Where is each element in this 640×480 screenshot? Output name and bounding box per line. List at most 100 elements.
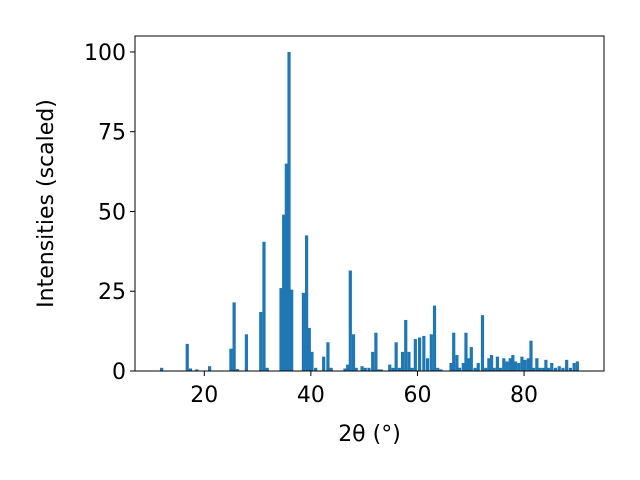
bar: [391, 367, 395, 371]
bar: [457, 367, 462, 371]
y-tick-label: 25: [98, 280, 126, 305]
bar: [502, 358, 506, 371]
bar: [244, 334, 248, 371]
bar: [449, 363, 453, 371]
bar: [526, 358, 530, 371]
bar: [568, 367, 573, 371]
bar: [188, 368, 193, 371]
bar: [429, 334, 433, 371]
bar: [520, 356, 524, 371]
bar: [301, 292, 306, 371]
x-tick-label: 20: [190, 383, 218, 408]
x-tick-label: 40: [297, 383, 325, 408]
bar: [160, 367, 164, 371]
bar: [499, 367, 503, 371]
bar: [379, 369, 383, 371]
bar: [467, 358, 471, 371]
bar: [367, 367, 371, 371]
bar: [407, 351, 411, 371]
bar: [532, 367, 536, 371]
bar: [208, 366, 212, 371]
bar: [505, 361, 509, 371]
bar: [544, 359, 548, 371]
bar-series: [160, 51, 579, 371]
x-axis-ticks: 20 40 60 80: [190, 371, 538, 408]
bar: [418, 337, 422, 371]
bar: [377, 369, 381, 371]
bar: [529, 340, 533, 371]
bar: [235, 369, 239, 371]
bar: [473, 367, 477, 371]
bar: [557, 366, 561, 371]
bar: [565, 359, 569, 371]
bar: [572, 363, 576, 371]
bar: [439, 369, 443, 371]
bar: [229, 348, 233, 371]
y-tick-label: 75: [98, 121, 126, 146]
bar: [541, 367, 545, 371]
bar: [259, 311, 263, 371]
bar: [354, 367, 358, 371]
bar: [363, 367, 367, 371]
bar: [262, 241, 266, 371]
bar: [476, 363, 480, 371]
bar: [535, 358, 539, 371]
bar: [404, 319, 408, 371]
bar: [307, 327, 311, 371]
bar: [487, 358, 491, 371]
bar: [310, 351, 314, 371]
bar: [232, 302, 236, 371]
plot-frame: [134, 35, 605, 372]
bar: [452, 332, 456, 371]
bar: [326, 342, 330, 371]
bar: [287, 51, 291, 371]
bar: [546, 367, 551, 371]
bar: [360, 366, 364, 371]
bar: [425, 358, 430, 371]
bar: [388, 364, 392, 371]
bar: [374, 332, 378, 371]
y-tick-label: 0: [112, 360, 126, 385]
bar: [400, 351, 405, 371]
bar: [185, 343, 189, 371]
bar: [492, 367, 496, 371]
bar: [432, 305, 437, 371]
bar: [480, 315, 485, 371]
bar: [195, 369, 199, 371]
bar: [523, 359, 527, 371]
bar: [517, 363, 521, 371]
bar: [511, 355, 515, 371]
bar: [489, 355, 494, 371]
bar: [575, 361, 579, 371]
bar: [508, 358, 512, 371]
bar: [513, 361, 518, 371]
y-axis-ticks: 0 25 50 75 100: [84, 41, 135, 385]
bar: [351, 334, 356, 371]
bar: [394, 342, 398, 371]
bar: [538, 367, 542, 371]
bar: [422, 335, 426, 371]
bar: [314, 367, 318, 371]
bar: [455, 355, 459, 371]
bar: [329, 367, 333, 371]
bar: [495, 356, 500, 371]
bar: [464, 332, 468, 371]
bar: [410, 367, 414, 371]
bar: [550, 363, 554, 371]
x-tick-label: 60: [403, 383, 431, 408]
bar: [484, 367, 488, 371]
bar: [284, 163, 288, 371]
bar: [290, 289, 294, 371]
bar: [553, 367, 558, 371]
bar: [413, 339, 417, 371]
bar: [461, 363, 465, 371]
bar: [469, 347, 473, 371]
bar: [561, 367, 565, 371]
y-tick-label: 50: [98, 200, 126, 225]
bar: [305, 235, 309, 371]
bar: [322, 356, 326, 371]
bar: [371, 351, 375, 371]
bar: [343, 368, 347, 371]
